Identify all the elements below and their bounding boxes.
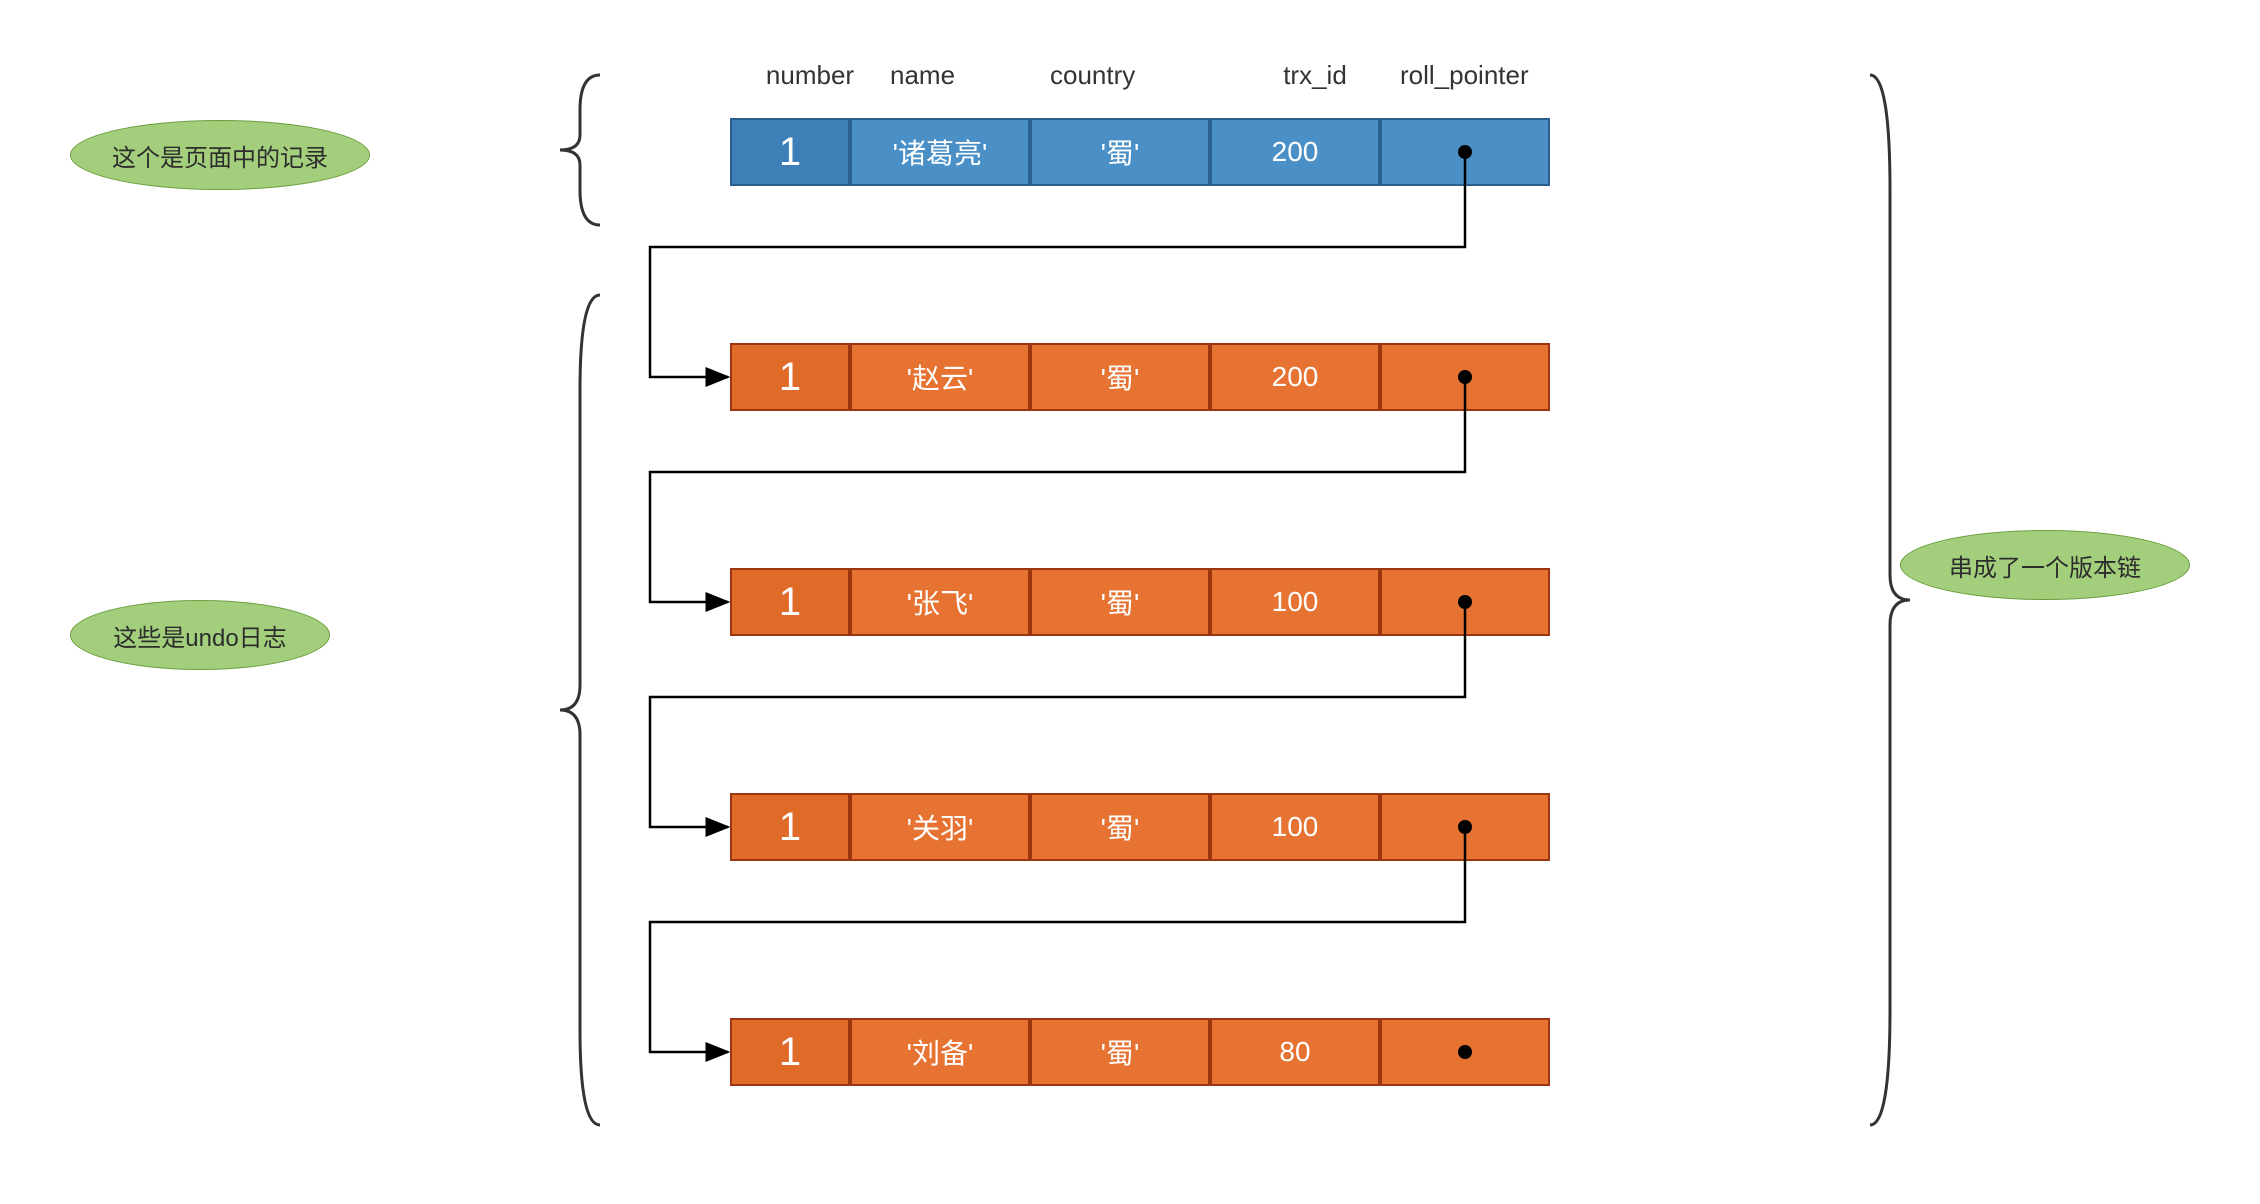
pointer-dot-icon [1458, 820, 1472, 834]
cell-country: '蜀' [1030, 1018, 1210, 1086]
version-chain-diagram: 这个是页面中的记录 这些是undo日志 串成了一个版本链 number name… [30, 30, 2230, 1144]
brace-right [1860, 70, 1920, 1130]
header-name: name [870, 60, 1050, 91]
cell-trx-id: 80 [1210, 1018, 1380, 1086]
record-row: 1'刘备''蜀'80 [730, 1018, 1550, 1086]
cell-country: '蜀' [1030, 568, 1210, 636]
header-number: number [750, 60, 870, 91]
pointer-dot-icon [1458, 595, 1472, 609]
record-row: 1'赵云''蜀'200 [730, 343, 1550, 411]
cell-trx-id: 100 [1210, 793, 1380, 861]
record-row: 1'诸葛亮''蜀'200 [730, 118, 1550, 186]
brace-left-top [550, 70, 610, 230]
cell-roll-pointer [1380, 793, 1550, 861]
cell-name: '关羽' [850, 793, 1030, 861]
cell-roll-pointer [1380, 118, 1550, 186]
cell-name: '赵云' [850, 343, 1030, 411]
header-country: country [1050, 60, 1230, 91]
cell-country: '蜀' [1030, 793, 1210, 861]
callout-undo-logs: 这些是undo日志 [70, 600, 330, 670]
cell-number: 1 [730, 118, 850, 186]
brace-left-bottom [550, 290, 610, 1130]
pointer-dot-icon [1458, 145, 1472, 159]
cell-name: '张飞' [850, 568, 1030, 636]
callout-page-record-text: 这个是页面中的记录 [112, 138, 328, 173]
callout-page-record: 这个是页面中的记录 [70, 120, 370, 190]
column-headers: number name country trx_id roll_pointer [750, 60, 1570, 91]
callout-version-chain-text: 串成了一个版本链 [1949, 548, 2141, 583]
cell-name: '诸葛亮' [850, 118, 1030, 186]
cell-trx-id: 100 [1210, 568, 1380, 636]
cell-trx-id: 200 [1210, 118, 1380, 186]
cell-country: '蜀' [1030, 118, 1210, 186]
record-row: 1'关羽''蜀'100 [730, 793, 1550, 861]
cell-name: '刘备' [850, 1018, 1030, 1086]
record-row: 1'张飞''蜀'100 [730, 568, 1550, 636]
pointer-dot-icon [1458, 370, 1472, 384]
cell-roll-pointer [1380, 568, 1550, 636]
callout-undo-logs-text: 这些是undo日志 [113, 618, 286, 653]
cell-country: '蜀' [1030, 343, 1210, 411]
cell-number: 1 [730, 793, 850, 861]
cell-number: 1 [730, 343, 850, 411]
cell-roll-pointer [1380, 1018, 1550, 1086]
header-trx-id: trx_id [1230, 60, 1400, 91]
callout-version-chain: 串成了一个版本链 [1900, 530, 2190, 600]
cell-roll-pointer [1380, 343, 1550, 411]
cell-number: 1 [730, 568, 850, 636]
cell-trx-id: 200 [1210, 343, 1380, 411]
pointer-dot-icon [1458, 1045, 1472, 1059]
cell-number: 1 [730, 1018, 850, 1086]
header-roll-pointer: roll_pointer [1400, 60, 1570, 91]
